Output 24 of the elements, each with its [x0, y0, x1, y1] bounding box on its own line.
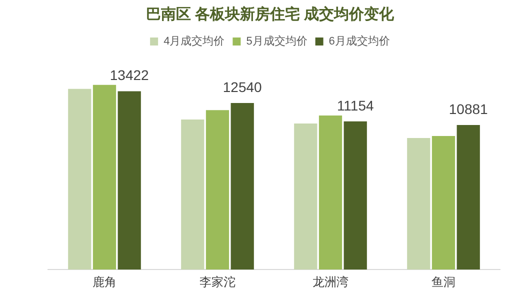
data-label: 12540 [222, 78, 262, 95]
bar [294, 123, 318, 270]
data-label: 11154 [336, 97, 374, 114]
x-tick-label: 龙洲湾 [312, 275, 348, 290]
bar [230, 102, 254, 270]
data-label: 13422 [110, 67, 150, 84]
data-label: 10881 [448, 100, 488, 117]
bar [206, 110, 230, 270]
legend-label: 5月成交均价 [246, 34, 308, 48]
bar [92, 84, 116, 270]
bar [407, 138, 430, 270]
x-tick-label: 鱼洞 [432, 275, 456, 290]
bar [456, 125, 480, 270]
legend-label: 4月成交均价 [164, 34, 225, 48]
bar [318, 115, 342, 270]
legend-label: 6月成交均价 [328, 34, 390, 48]
x-tick-label: 李家沱 [200, 275, 236, 290]
bar [432, 136, 456, 270]
x-tick-label: 鹿角 [92, 275, 116, 290]
bar [344, 121, 367, 270]
bar [181, 119, 204, 270]
chart-title: 巴南区 各板块新房住宅 成交均价变化 [146, 5, 396, 24]
bar [118, 91, 141, 270]
bar [68, 88, 92, 270]
